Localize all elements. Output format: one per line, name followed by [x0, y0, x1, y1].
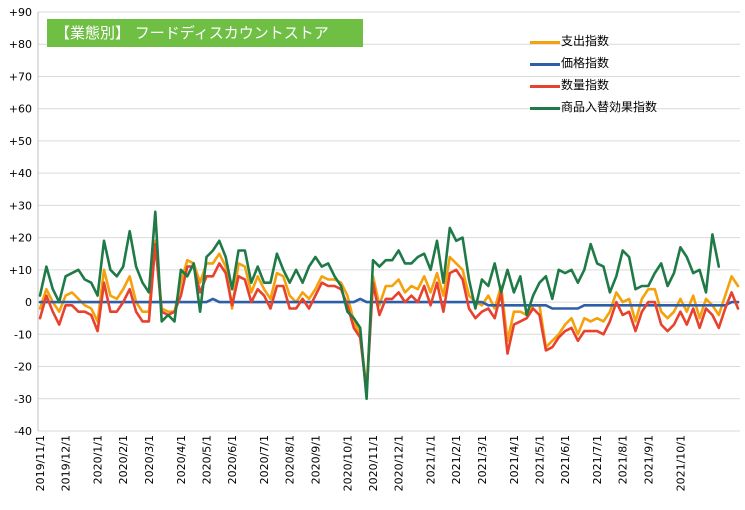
y-tick-label: -10 — [14, 328, 32, 341]
gridlines — [37, 11, 740, 432]
y-tick-label: +70 — [9, 70, 32, 83]
y-tick-label: -20 — [14, 361, 32, 374]
series-line — [38, 297, 740, 310]
x-tick-label: 2021/1/1 — [425, 435, 438, 484]
series-lines — [38, 210, 740, 401]
x-tick-label: 2021/4/1 — [508, 435, 521, 484]
x-tick-label: 2020/4/1 — [175, 435, 188, 484]
y-tick-label: +80 — [9, 38, 32, 51]
x-tick-label: 2021/7/1 — [591, 435, 604, 484]
x-tick-label: 2020/7/1 — [258, 435, 271, 484]
chart-title: 【業態別】 フードディスカウントストア — [47, 19, 363, 47]
y-tick-label: 0 — [25, 296, 32, 309]
x-tick-label: 2021/8/1 — [617, 435, 630, 484]
y-tick-label: -40 — [14, 425, 32, 438]
x-tick-label: 2020/10/1 — [341, 435, 354, 491]
y-tick-label: +40 — [9, 167, 32, 180]
y-axis-ticks: -40 -30 -20 -10 0 +10 +20 +30 +40 +50 +60 +70 +80 +90 — [9, 6, 32, 438]
x-tick-label: 2020/5/1 — [200, 435, 213, 484]
x-tick-label: 2020/9/1 — [309, 435, 322, 484]
legend-label: 商品入替効果指数 — [561, 100, 658, 114]
x-tick-label: 2020/2/1 — [117, 435, 130, 484]
y-tick-label: +90 — [9, 6, 32, 19]
legend-swatch-price — [530, 63, 560, 66]
y-tick-label: +50 — [9, 135, 32, 148]
y-tick-label: +10 — [9, 264, 32, 277]
legend-label: 数量指数 — [561, 78, 610, 92]
x-tick-label: 2020/6/1 — [226, 435, 239, 484]
x-tick-label: 2019/12/1 — [60, 435, 73, 491]
x-tick-label: 2021/9/1 — [642, 435, 655, 484]
x-tick-label: 2019/11/1 — [34, 435, 47, 491]
legend-swatch-quantity — [530, 85, 560, 88]
x-axis-ticks: 2019/11/1 2019/12/1 2020/1/1 2020/2/1 2020/3… — [34, 435, 687, 491]
x-tick-label: 2021/2/1 — [450, 435, 463, 484]
x-tick-label: 2020/1/1 — [92, 435, 105, 484]
y-tick-label: -30 — [14, 393, 32, 406]
x-tick-label: 2021/10/1 — [674, 435, 687, 491]
series-line — [38, 210, 721, 401]
y-tick-label: +30 — [9, 199, 32, 212]
x-tick-label: 2020/8/1 — [284, 435, 297, 484]
y-tick-label: +60 — [9, 103, 32, 116]
legend-label: 支出指数 — [561, 34, 610, 48]
x-tick-label: 2020/12/1 — [393, 435, 406, 491]
x-tick-label: 2020/3/1 — [143, 435, 156, 484]
legend-label: 価格指数 — [561, 56, 610, 70]
x-tick-label: 2021/6/1 — [559, 435, 572, 484]
y-tick-label: +20 — [9, 232, 32, 245]
legend-swatch-product-replacement — [530, 107, 560, 110]
x-tick-label: 2021/3/1 — [476, 435, 489, 484]
legend-swatch-spending — [530, 41, 560, 44]
series-line — [38, 242, 740, 394]
x-tick-label: 2020/11/1 — [367, 435, 380, 491]
x-tick-label: 2021/5/1 — [533, 435, 546, 484]
